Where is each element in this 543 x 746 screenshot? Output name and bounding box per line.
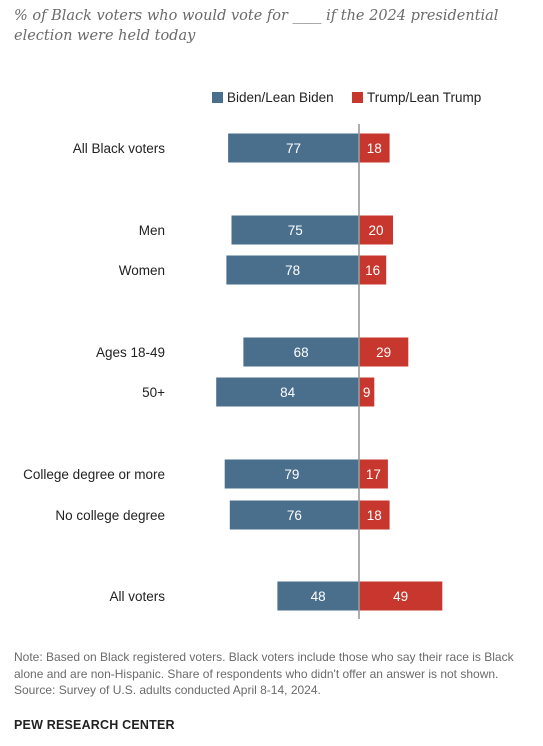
- bar-biden: [228, 133, 359, 163]
- data-label-trump: 9: [363, 385, 371, 400]
- data-label-trump: 17: [366, 467, 381, 482]
- bar-biden: [224, 459, 359, 489]
- data-label-trump: 20: [368, 223, 383, 238]
- brand-logo-text: PEW RESEARCH CENTER: [14, 718, 175, 732]
- bar-trump: [359, 337, 409, 367]
- chart-subtitle: % of Black voters who would vote for ___…: [14, 8, 499, 44]
- bar-trump: [359, 215, 393, 245]
- legend-swatch-trump: [352, 92, 363, 103]
- category-label: Men: [139, 223, 165, 238]
- category-label: All Black voters: [73, 141, 166, 156]
- bar-trump: [359, 500, 390, 530]
- legend-swatch-biden: [212, 92, 223, 103]
- source-line: Source: Survey of U.S. adults conducted …: [14, 683, 321, 697]
- data-label-biden: 78: [285, 263, 300, 278]
- category-label: Women: [119, 263, 165, 278]
- bar-trump: [359, 255, 387, 285]
- category-label: All voters: [109, 589, 165, 604]
- bar-biden: [216, 377, 359, 407]
- bar-biden: [243, 337, 359, 367]
- data-label-trump: 16: [365, 263, 380, 278]
- legend-label-biden: Biden/Lean Biden: [227, 90, 334, 105]
- data-label-biden: 79: [284, 467, 299, 482]
- data-label-trump: 18: [367, 141, 382, 156]
- data-label-trump: 29: [376, 345, 391, 360]
- category-label: Ages 18-49: [96, 345, 165, 360]
- category-label: No college degree: [55, 508, 165, 523]
- data-label-biden: 76: [287, 508, 302, 523]
- category-label: College degree or more: [23, 467, 165, 482]
- bar-biden: [229, 500, 359, 530]
- bar-trump: [359, 459, 388, 489]
- data-label-biden: 68: [294, 345, 309, 360]
- category-label: 50+: [142, 385, 165, 400]
- bar-trump: [359, 133, 390, 163]
- legend-label-trump: Trump/Lean Trump: [367, 90, 482, 105]
- bar-biden: [226, 255, 359, 285]
- chart-legend: Biden/Lean Biden Trump/Lean Trump: [0, 90, 543, 108]
- legend-item-biden: Biden/Lean Biden: [212, 90, 334, 105]
- diverging-bar-chart: All Black voters 77 18 Men 75 20 Women 78 16 Ages…: [23, 124, 443, 619]
- data-label-trump: 49: [393, 589, 408, 604]
- data-label-biden: 77: [286, 141, 301, 156]
- chart-footer: Note: Based on Black registered voters. …: [14, 649, 534, 699]
- footnote: Note: Based on Black registered voters. …: [14, 650, 514, 681]
- data-label-biden: 75: [288, 223, 303, 238]
- data-label-biden: 84: [280, 385, 296, 400]
- data-label-biden: 48: [311, 589, 326, 604]
- legend-item-trump: Trump/Lean Trump: [352, 90, 481, 105]
- bar-trump: [359, 581, 443, 611]
- bar-biden: [277, 581, 359, 611]
- bar-biden: [231, 215, 359, 245]
- data-label-trump: 18: [367, 508, 382, 523]
- bar-trump: [359, 377, 375, 407]
